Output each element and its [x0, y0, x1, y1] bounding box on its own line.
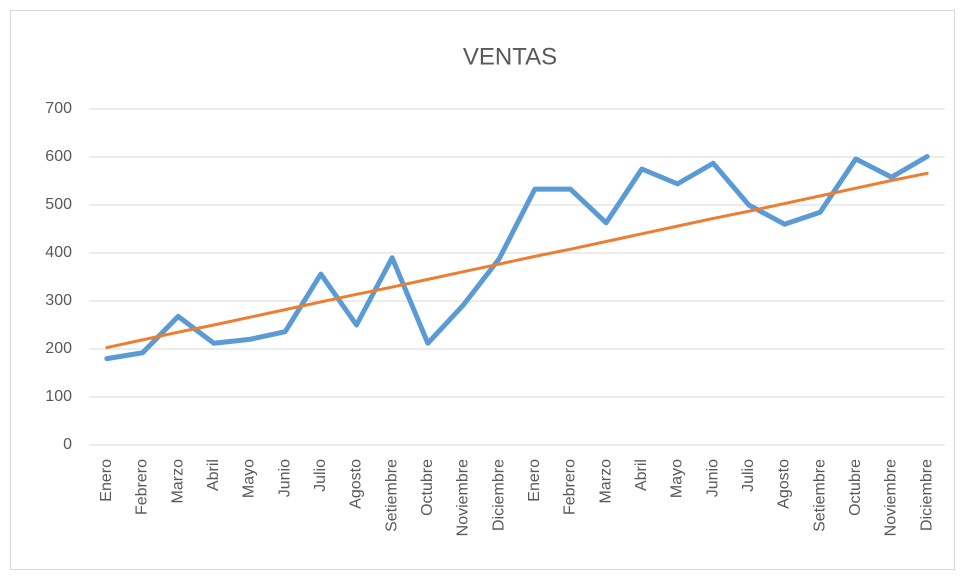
- x-tick-label: Abril: [633, 459, 650, 491]
- x-tick-label: Marzo: [597, 459, 614, 504]
- x-tick-label: Noviembre: [455, 459, 472, 536]
- x-tick-label: Setiembre: [811, 459, 828, 532]
- x-tick-label: Noviembre: [883, 459, 900, 536]
- y-tick-label: 700: [45, 100, 72, 117]
- x-tick-label: Diciembre: [918, 459, 935, 531]
- series-line: [105, 171, 929, 350]
- x-tick-label: Enero: [98, 459, 115, 502]
- x-tick-label: Diciembre: [490, 459, 507, 531]
- x-tick-label: Junio: [276, 459, 293, 497]
- x-tick-label: Marzo: [169, 459, 186, 504]
- chart-frame: [10, 10, 955, 570]
- y-tick-label: 400: [45, 244, 72, 261]
- y-tick-label: 200: [45, 340, 72, 357]
- x-tick-label: Julio: [312, 459, 329, 492]
- chart-title: VENTAS: [463, 43, 557, 70]
- series-line: [104, 154, 930, 362]
- x-tick-label: Agosto: [776, 459, 793, 509]
- x-tick-label: Julio: [740, 459, 757, 492]
- x-tick-label: Mayo: [669, 459, 686, 498]
- x-tick-label: Setiembre: [383, 459, 400, 532]
- y-tick-label: 600: [45, 148, 72, 165]
- x-tick-label: Febrero: [562, 459, 579, 515]
- x-tick-label: Agosto: [348, 459, 365, 509]
- x-tick-label: Octubre: [419, 459, 436, 516]
- y-tick-label: 500: [45, 196, 72, 213]
- x-tick-label: Mayo: [241, 459, 258, 498]
- x-tick-label: Octubre: [847, 459, 864, 516]
- x-tick-label: Enero: [526, 459, 543, 502]
- y-tick-label: 100: [45, 388, 72, 405]
- x-tick-label: Febrero: [134, 459, 151, 515]
- x-tick-label: Abril: [205, 459, 222, 491]
- x-tick-label: Junio: [704, 459, 721, 497]
- y-tick-label: 0: [63, 436, 72, 453]
- y-tick-label: 300: [45, 292, 72, 309]
